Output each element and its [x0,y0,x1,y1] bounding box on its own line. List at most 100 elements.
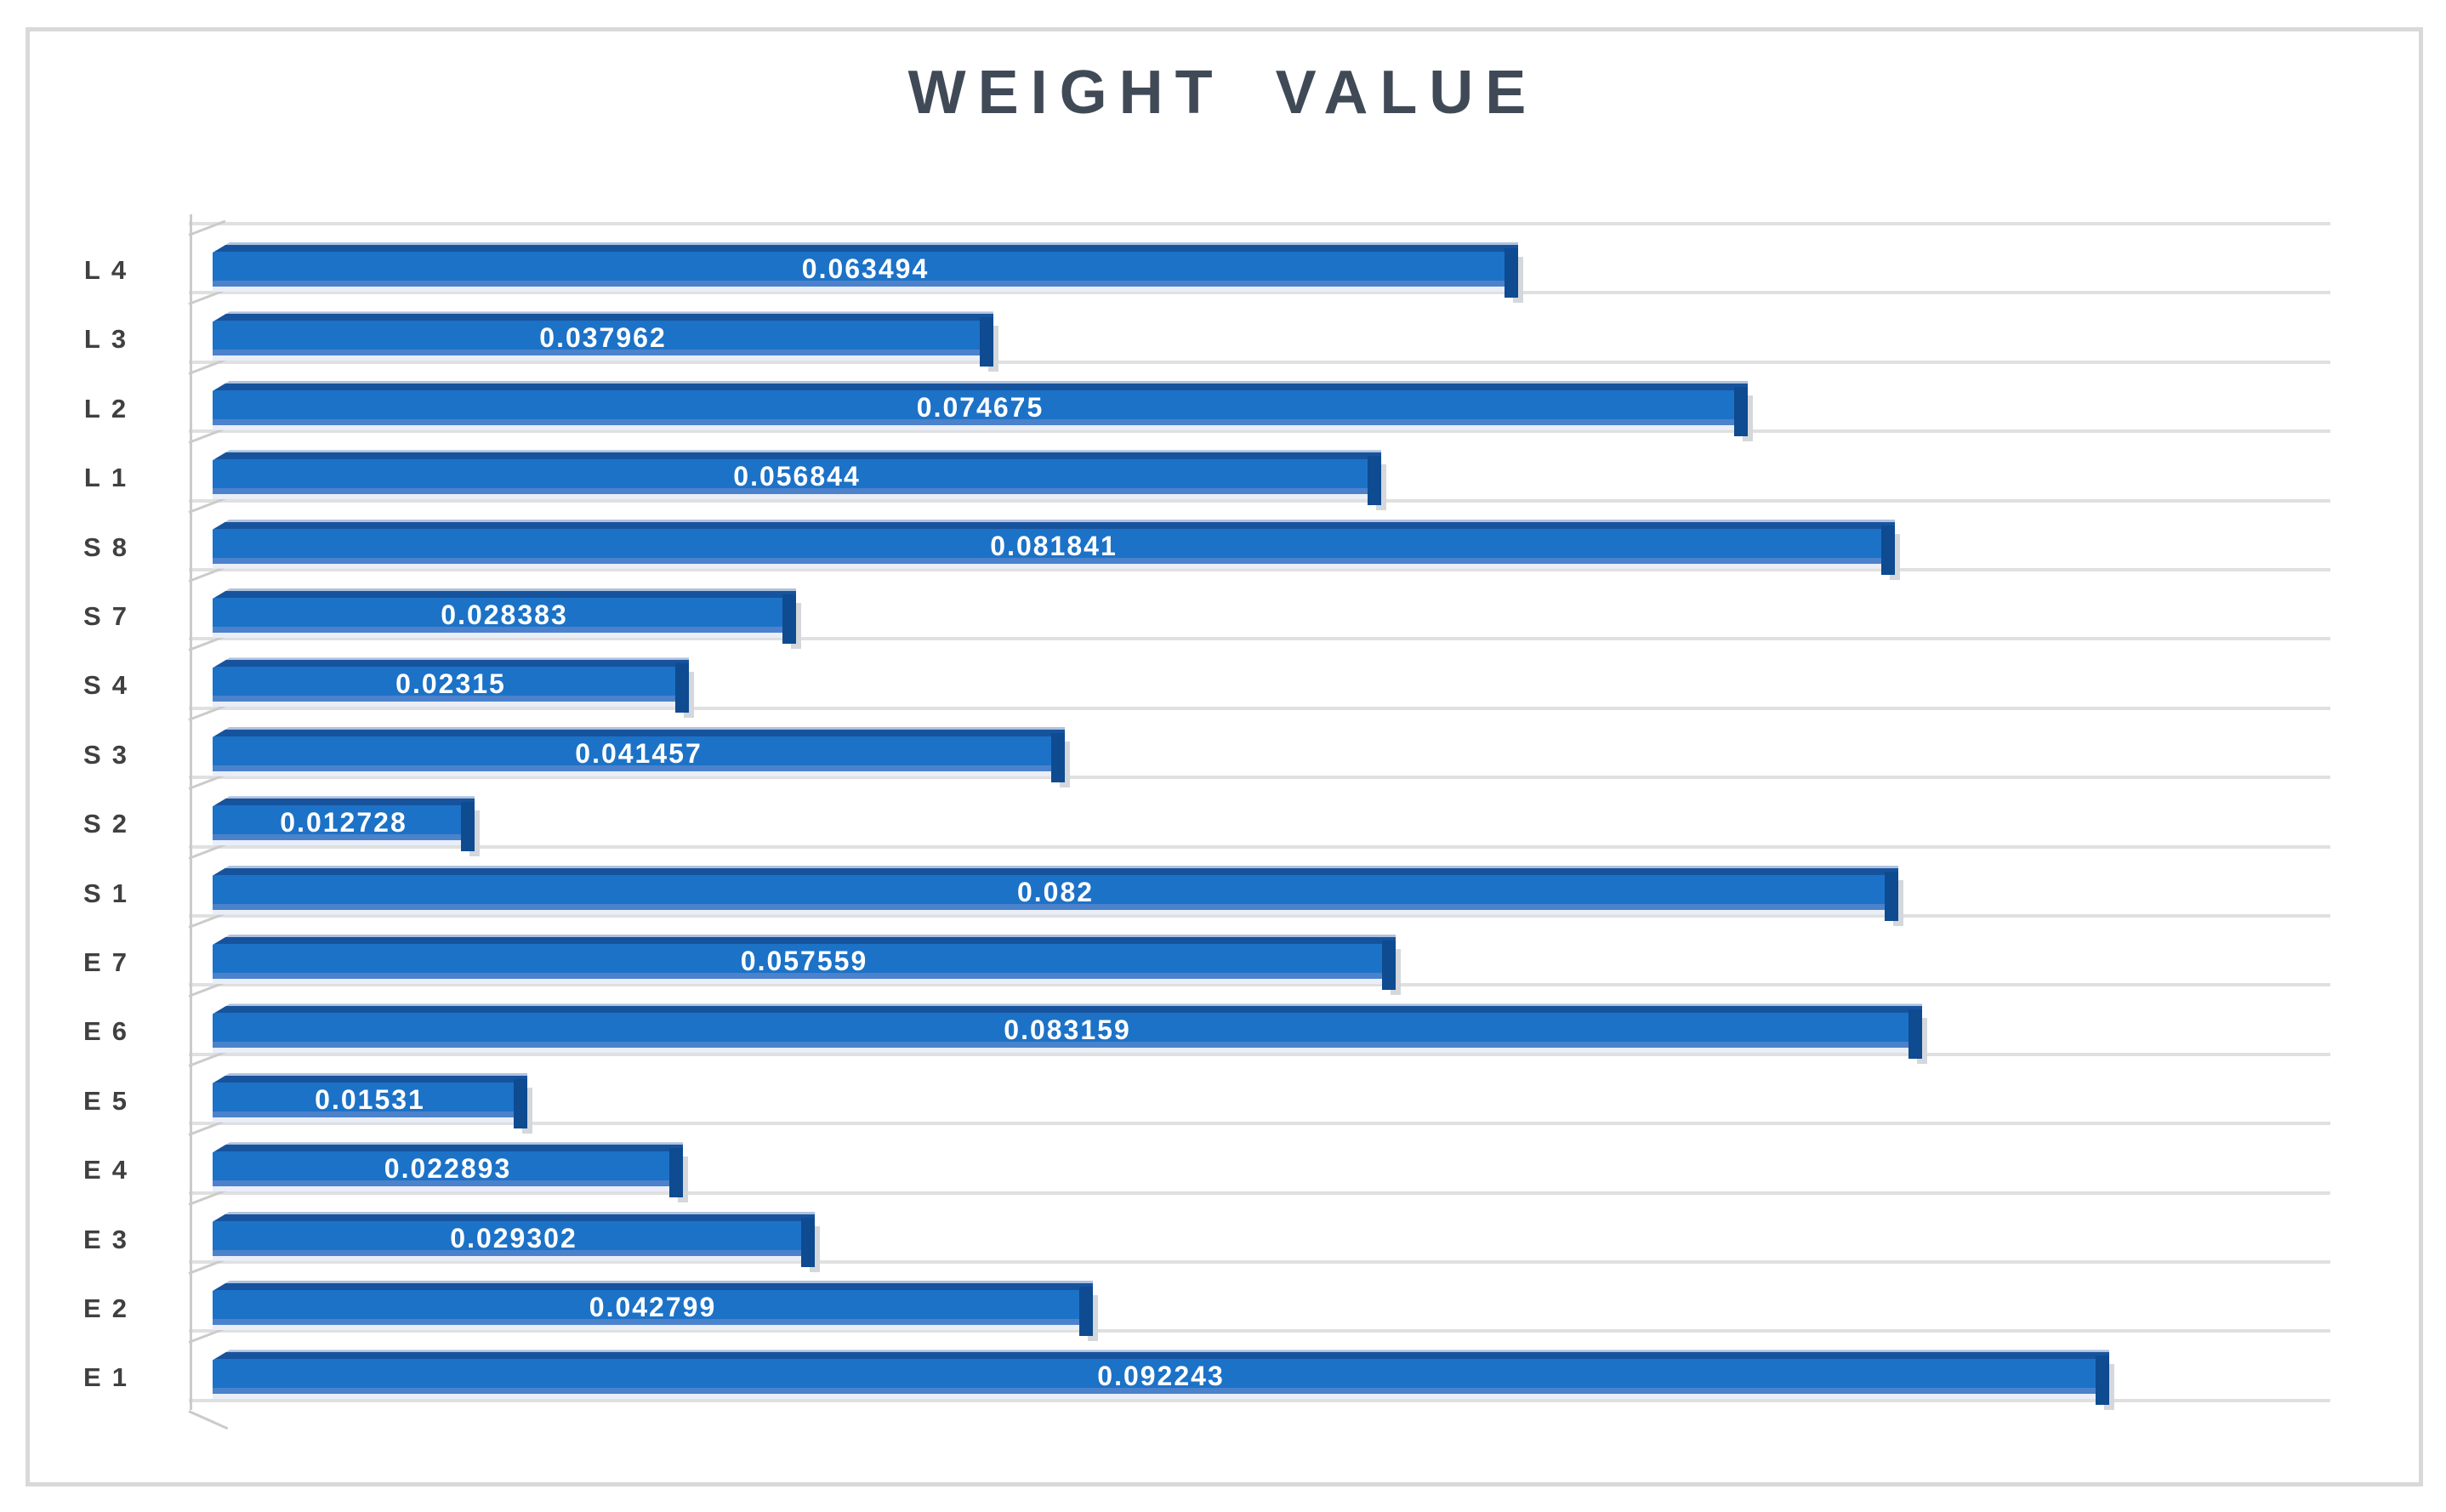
gridline [189,1398,2330,1402]
gridline [189,1260,2330,1264]
bar-face [213,1281,1093,1330]
bar[interactable]: 0.092243 [213,1350,2109,1406]
bar-end-cap [1051,732,1065,782]
bar-face [213,242,1518,292]
bar-end-cap [1908,1009,1922,1060]
bar-face [213,311,993,361]
bar-value-label: 0.083159 [1004,1015,1131,1046]
gridline [189,429,2330,434]
bar-value-label: 0.074675 [916,391,1044,423]
gridline [189,983,2330,987]
gridline [189,1329,2330,1333]
bar-face [213,588,796,638]
bar[interactable]: 0.028383 [213,588,796,644]
wall-floor-diagonal [188,1410,229,1430]
bar-end-cap [1079,1287,1093,1336]
bar-end-cap [782,594,796,644]
bar-face [213,935,1396,984]
category-label: E1 [83,1362,138,1393]
category-label: S3 [83,739,138,770]
bar-end-cap [669,1148,683,1198]
bar[interactable]: 0.074675 [213,380,1748,436]
bar-face [213,380,1748,430]
category-label: S1 [83,878,138,908]
axis-wall-line [190,214,192,1410]
gridline [189,637,2330,641]
bar-end-cap [1368,456,1381,506]
gridline [189,568,2330,571]
bar-end-cap [1885,871,1898,921]
bar-end-cap [1382,941,1396,990]
bar[interactable]: 0.037962 [213,311,993,367]
bar-end-cap [801,1217,815,1267]
bar-end-cap [461,802,475,852]
category-label: L4 [83,255,138,285]
category-label: E2 [83,1293,138,1323]
bar[interactable]: 0.063494 [213,242,1518,298]
bar-face [213,1003,1922,1054]
bar-value-label: 0.056844 [733,461,861,492]
chart-title: WEIGHT VALUE [907,59,1539,127]
gridline [189,291,2330,295]
gridline [189,844,2330,849]
bar-value-label: 0.081841 [990,530,1118,561]
bar-face [213,519,1895,569]
category-label: L3 [83,324,138,355]
bar[interactable]: 0.02315 [213,657,689,713]
category-label: L2 [83,393,138,423]
gridline [189,1052,2330,1056]
bar[interactable]: 0.057559 [213,935,1396,990]
bar-value-label: 0.041457 [575,737,703,769]
bar-value-label: 0.028383 [441,600,568,630]
bar-face [213,657,689,708]
bar-end-cap [980,317,993,367]
category-label: L1 [83,463,138,493]
gridline [189,706,2330,710]
bar[interactable]: 0.082 [213,865,1898,921]
bar-face [213,1350,2109,1400]
gridline [189,776,2330,780]
bar-value-label: 0.029302 [450,1222,577,1253]
bar-end-cap [1505,248,1518,298]
bar-end-cap [1881,525,1895,575]
bar[interactable]: 0.081841 [213,519,1895,575]
category-label: S7 [83,601,138,631]
bar[interactable]: 0.012728 [213,796,475,852]
bar-value-label: 0.012728 [280,807,407,838]
bar-value-label: 0.042799 [589,1292,717,1322]
bar[interactable]: 0.083159 [213,1003,1922,1060]
category-label: S4 [83,670,138,701]
gridline [189,360,2330,364]
bar-end-cap [2096,1356,2109,1406]
bar-value-label: 0.022893 [384,1153,512,1185]
bar-value-label: 0.01531 [315,1083,425,1115]
bar-face [213,1142,683,1192]
bar-face [213,865,1898,915]
gridline [189,1191,2330,1195]
bar[interactable]: 0.01531 [213,1072,527,1128]
bar[interactable]: 0.042799 [213,1281,1093,1336]
bar[interactable]: 0.041457 [213,726,1065,782]
bar-value-label: 0.092243 [1097,1361,1225,1392]
bar-value-label: 0.057559 [740,946,868,976]
category-label: E6 [83,1016,138,1047]
bar-value-label: 0.02315 [395,668,506,700]
gridline [189,498,2330,503]
bar[interactable]: 0.029302 [213,1211,815,1267]
bar-face [213,796,475,846]
bar[interactable]: 0.022893 [213,1142,683,1198]
bar[interactable]: 0.056844 [213,450,1381,506]
category-label: E3 [83,1224,138,1254]
bar-face [213,450,1381,500]
bar-value-label: 0.082 [1016,876,1095,907]
gridline [189,222,2330,225]
category-label: E7 [83,947,138,977]
bar-value-label: 0.063494 [801,253,930,284]
gridline [189,1122,2330,1126]
bar-face [213,1072,527,1123]
bar-face [213,726,1065,776]
category-label: S2 [83,809,138,839]
bar-value-label: 0.037962 [539,322,667,354]
category-label: E4 [83,1155,138,1185]
